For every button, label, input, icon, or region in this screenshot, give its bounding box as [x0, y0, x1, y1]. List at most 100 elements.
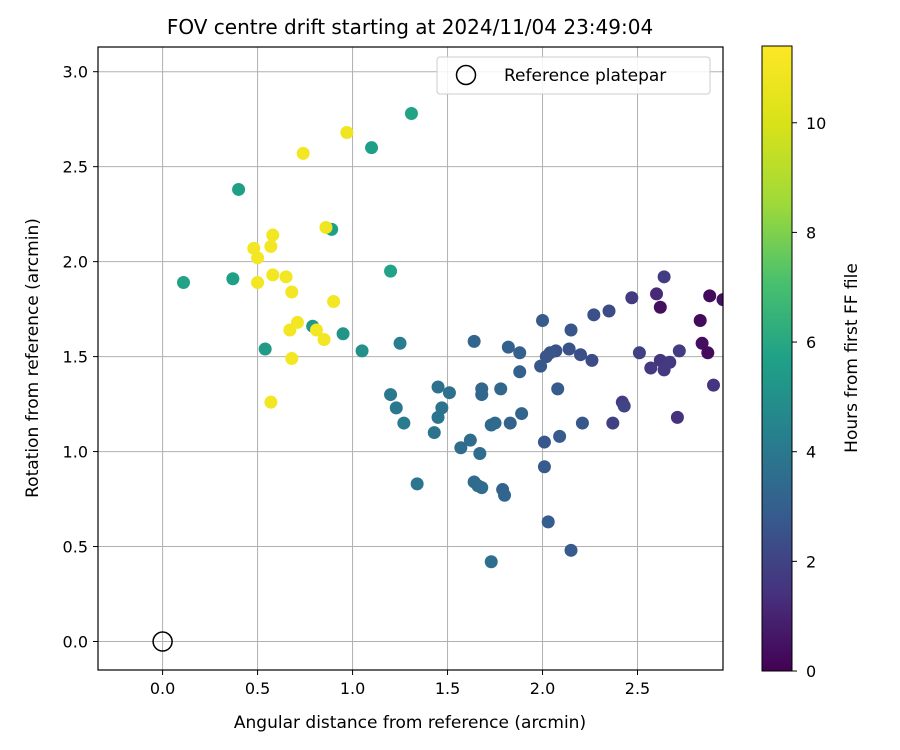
x-tick-label: 1.5	[435, 679, 460, 698]
scatter-point	[463, 433, 477, 447]
colorbar-tick-label: 6	[806, 333, 816, 352]
scatter-point	[285, 285, 299, 299]
scatter-point	[602, 304, 616, 318]
y-axis-ticks: 0.0 0.5 1.0 1.5 2.0 2.5 3.0	[63, 63, 98, 652]
scatter-point	[650, 287, 664, 301]
scatter-point	[574, 348, 588, 362]
scatter-point	[473, 446, 487, 460]
scatter-point	[431, 380, 445, 394]
scatter-point	[539, 350, 553, 364]
chart-title: FOV centre drift starting at 2024/11/04 …	[167, 15, 653, 39]
scatter-point	[575, 416, 589, 430]
scatter-points	[176, 106, 723, 569]
y-tick-label: 3.0	[63, 63, 88, 82]
scatter-point	[475, 388, 489, 402]
scatter-point	[319, 220, 333, 234]
scatter-point	[670, 410, 684, 424]
y-tick-label: 1.5	[63, 348, 88, 367]
x-axis-ticks: 0.0 0.5 1.0 1.5 2.0 2.5	[150, 670, 650, 698]
scatter-point	[309, 323, 323, 337]
x-tick-label: 2.0	[530, 679, 555, 698]
x-tick-label: 2.5	[625, 679, 650, 698]
scatter-point	[389, 401, 403, 415]
scatter-point	[693, 314, 707, 328]
scatter-point	[587, 308, 601, 322]
scatter-point	[494, 382, 508, 396]
colorbar-tick-label: 4	[806, 443, 816, 462]
colorbar-label: Hours from first FF file	[842, 263, 862, 453]
scatter-point	[264, 239, 278, 253]
scatter-point	[606, 416, 620, 430]
scatter-point	[340, 125, 354, 139]
scatter-point	[553, 429, 567, 443]
scatter-point	[513, 365, 527, 379]
scatter-point	[617, 399, 631, 413]
y-axis-label: Rotation from reference (arcmin)	[23, 218, 43, 498]
scatter-point	[644, 361, 658, 375]
scatter-point	[285, 352, 299, 365]
legend: Reference platepar	[436, 56, 711, 95]
scatter-point	[296, 146, 310, 160]
scatter-point	[258, 342, 272, 356]
scatter-point	[393, 336, 407, 350]
y-tick-label: 1.0	[63, 443, 88, 462]
scatter-point	[536, 314, 550, 328]
legend-label: Reference platepar	[504, 66, 666, 86]
scatter-point	[515, 407, 529, 421]
scatter-point	[336, 327, 350, 341]
scatter-point	[251, 251, 265, 265]
scatter-point	[632, 346, 646, 360]
scatter-point	[703, 289, 717, 303]
y-tick-label: 2.0	[63, 253, 88, 272]
scatter-point	[467, 334, 481, 348]
scatter-point	[534, 359, 548, 373]
scatter-point	[355, 344, 369, 358]
colorbar-ticks: 0 2 4 6 8 10	[792, 114, 826, 681]
scatter-point	[279, 270, 293, 284]
scatter-point	[317, 333, 331, 347]
scatter-point	[585, 353, 599, 367]
x-tick-label: 1.0	[340, 679, 365, 698]
scatter-point	[695, 336, 709, 350]
x-tick-label: 0.5	[245, 679, 270, 698]
scatter-point	[264, 395, 278, 409]
scatter-point	[365, 141, 379, 155]
scatter-point	[442, 386, 456, 400]
scatter-point	[537, 460, 551, 474]
scatter-point	[541, 515, 555, 529]
scatter-point	[266, 268, 280, 282]
scatter-point	[716, 293, 723, 307]
y-tick-label: 2.5	[63, 158, 88, 177]
scatter-point	[266, 228, 280, 242]
scatter-point	[551, 382, 565, 396]
scatter-point	[176, 276, 190, 290]
scatter-point	[475, 481, 489, 495]
scatter-point	[226, 272, 240, 286]
scatter-point	[431, 410, 445, 424]
scatter-point	[404, 106, 418, 120]
scatter-point	[384, 264, 398, 278]
colorbar-tick-label: 2	[806, 552, 816, 571]
scatter-point	[484, 555, 498, 569]
colorbar-tick-label: 10	[806, 114, 826, 133]
x-tick-label: 0.0	[150, 679, 175, 698]
grid-lines	[98, 47, 723, 670]
colorbar: 0 2 4 6 8 10 Hours from first FF file	[761, 45, 862, 681]
scatter-point	[701, 346, 715, 360]
plot-frame	[97, 46, 724, 671]
scatter-point	[410, 477, 424, 491]
colorbar-tick-label: 0	[806, 662, 816, 681]
scatter-point	[653, 300, 667, 314]
colorbar-gradient	[761, 45, 793, 672]
scatter-point	[503, 416, 517, 430]
reference-platepar-marker	[152, 631, 173, 652]
scatter-point	[232, 182, 246, 196]
scatter-point	[537, 435, 551, 449]
legend-marker	[455, 64, 477, 86]
scatter-point	[397, 416, 411, 430]
scatter-point	[657, 363, 671, 377]
scatter-point	[427, 426, 441, 440]
x-axis-label: Angular distance from reference (arcmin)	[234, 713, 586, 733]
legend-box	[436, 56, 711, 95]
